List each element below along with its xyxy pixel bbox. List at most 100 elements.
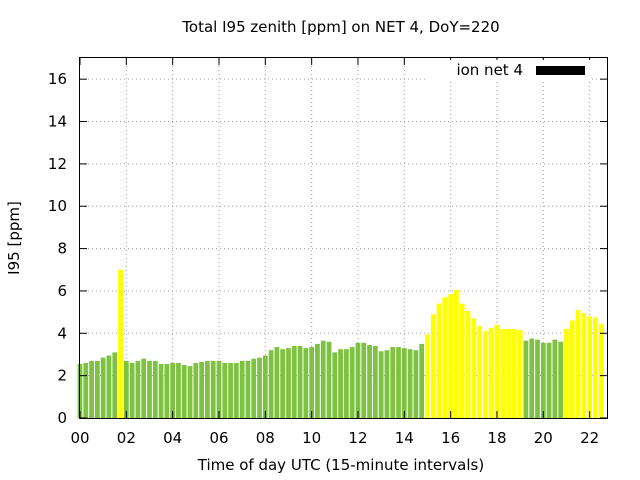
bar <box>158 364 164 418</box>
bar <box>210 360 216 418</box>
bar <box>384 350 390 418</box>
bar <box>372 346 378 418</box>
y-tick-label: 8 <box>57 240 67 258</box>
y-tick-label: 12 <box>48 155 67 173</box>
bar <box>396 347 401 418</box>
bar <box>135 360 141 418</box>
bar <box>320 340 326 418</box>
bar <box>593 317 598 418</box>
x-tick-label: 12 <box>348 429 367 447</box>
bar <box>430 314 436 418</box>
bar <box>187 366 193 418</box>
bar <box>181 365 187 418</box>
bar <box>494 324 500 418</box>
y-tick-label: 10 <box>48 197 67 215</box>
bar <box>546 342 552 418</box>
bar <box>94 360 100 418</box>
bar <box>535 339 540 418</box>
bar <box>291 346 297 418</box>
bar <box>378 351 384 418</box>
legend-swatch <box>536 66 585 75</box>
bar <box>222 362 228 418</box>
y-tick-label: 6 <box>57 282 67 300</box>
bar <box>129 362 135 418</box>
x-tick-label: 02 <box>117 429 136 447</box>
bar <box>233 362 239 418</box>
bar <box>262 355 268 418</box>
bar <box>123 360 129 418</box>
bar <box>564 329 569 418</box>
bar <box>558 341 564 418</box>
bar <box>529 338 535 418</box>
bar <box>413 350 419 418</box>
y-tick-label: 14 <box>48 113 67 131</box>
bar <box>465 311 471 418</box>
bar <box>280 349 286 418</box>
bar <box>471 318 477 418</box>
bar <box>425 334 430 418</box>
bar <box>338 349 343 418</box>
bar <box>581 313 587 418</box>
bar <box>315 343 320 418</box>
bar <box>309 347 315 418</box>
legend: ion net 4 <box>428 60 592 82</box>
bar <box>401 348 407 418</box>
y-tick-labels: 0 2 4 6 8 10 12 14 16 <box>48 70 67 427</box>
bars <box>77 269 604 418</box>
y-tick-label: 4 <box>57 324 67 342</box>
bar <box>587 316 593 418</box>
bar <box>459 303 465 418</box>
bar <box>251 358 257 418</box>
bar <box>245 360 251 418</box>
chart-title: Total I95 zenith [ppm] on NET 4, DoY=220 <box>181 18 499 36</box>
bar <box>598 323 604 418</box>
bar <box>517 330 523 418</box>
bar <box>297 346 303 418</box>
bar <box>141 358 147 418</box>
bar <box>268 350 274 418</box>
bar <box>448 294 454 418</box>
x-axis-label: Time of day UTC (15-minute intervals) <box>197 456 484 474</box>
bar <box>176 362 181 418</box>
bar <box>361 342 367 418</box>
bar <box>326 341 332 418</box>
bar <box>147 360 152 418</box>
bar <box>390 347 396 418</box>
y-tick-label: 0 <box>57 409 67 427</box>
bar <box>454 289 459 418</box>
x-tick-label: 16 <box>441 429 460 447</box>
bar <box>477 325 482 418</box>
bar <box>118 269 123 418</box>
bar <box>419 343 425 418</box>
bar <box>112 352 118 418</box>
legend-label: ion net 4 <box>456 61 523 79</box>
bar <box>274 347 280 418</box>
bar <box>228 362 233 418</box>
x-tick-label: 22 <box>580 429 599 447</box>
bar <box>483 331 488 418</box>
y-axis-label: I95 [ppm] <box>5 201 23 275</box>
bar <box>436 303 442 418</box>
bar <box>257 357 262 418</box>
bar <box>540 342 546 418</box>
bar <box>193 362 199 418</box>
bar <box>506 329 511 418</box>
bar <box>164 364 170 418</box>
y-tick-label: 2 <box>57 367 67 385</box>
bar <box>332 352 338 418</box>
bar <box>89 360 94 418</box>
bar <box>205 360 210 418</box>
bar <box>106 355 112 418</box>
bar <box>349 347 355 418</box>
bar <box>552 339 558 418</box>
x-tick-label: 10 <box>302 429 321 447</box>
bar <box>500 329 506 418</box>
x-tick-label: 18 <box>487 429 506 447</box>
plot-frame <box>79 57 608 419</box>
legend-background <box>428 60 592 82</box>
bar <box>569 320 575 418</box>
bar <box>170 362 176 418</box>
bar <box>511 329 517 418</box>
bar <box>152 360 158 418</box>
